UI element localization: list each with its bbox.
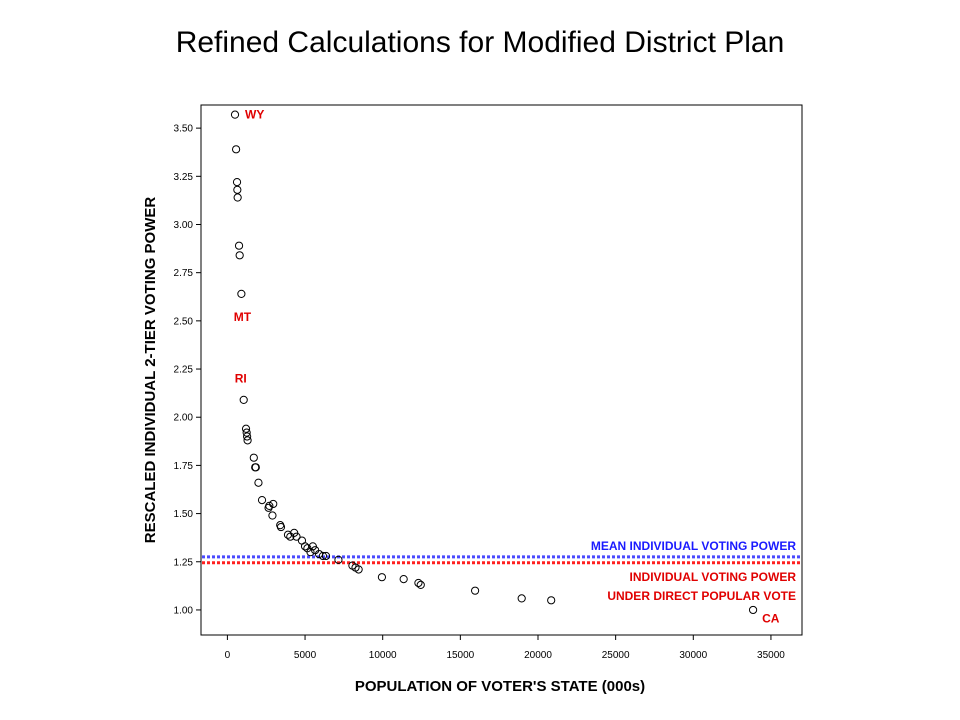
data-point — [470, 586, 480, 595]
y-tick-label: 3.50 — [174, 124, 194, 135]
data-point — [748, 605, 758, 615]
data-point — [232, 177, 242, 187]
x-tick-label: 5000 — [294, 650, 317, 661]
annotation-wy: WY — [245, 108, 264, 122]
y-tick-label: 1.25 — [174, 557, 194, 568]
x-tick-label: 15000 — [446, 650, 474, 661]
data-point — [251, 463, 260, 472]
x-tick-label: 25000 — [602, 650, 630, 661]
data-point — [239, 395, 248, 404]
data-point — [234, 241, 244, 250]
x-axis-ticks: 0 5000 10000 15000 20000 25000 30000 35000 — [225, 635, 785, 661]
direct-vote-label-line2: UNDER DIRECT POPULAR VOTE — [607, 589, 796, 603]
y-tick-label: 3.25 — [174, 172, 194, 183]
x-tick-label: 0 — [225, 650, 231, 661]
y-axis-title: RESCALED INDIVIDUAL 2-TIER VOTING POWER — [142, 197, 159, 544]
data-points — [230, 110, 758, 615]
data-point — [265, 501, 274, 510]
y-tick-label: 2.75 — [174, 268, 194, 279]
data-point — [416, 580, 425, 589]
data-point — [235, 251, 244, 260]
data-point — [283, 530, 293, 539]
data-point — [276, 522, 286, 532]
y-tick-label: 3.00 — [174, 220, 194, 231]
data-point — [233, 185, 242, 194]
direct-vote-label-line1: INDIVIDUAL VOTING POWER — [630, 570, 797, 584]
y-axis-ticks: 1.00 1.25 1.50 1.75 2.00 2.25 2.50 2.75 3.00 3.25… — [174, 124, 201, 616]
x-axis-title: POPULATION OF VOTER'S STATE (000s) — [355, 678, 645, 695]
x-tick-label: 30000 — [679, 650, 707, 661]
data-point — [354, 565, 363, 574]
data-point — [231, 145, 241, 154]
y-tick-label: 2.00 — [174, 413, 194, 424]
data-point — [399, 575, 408, 584]
data-point — [249, 453, 258, 462]
data-point — [243, 432, 252, 441]
data-point — [377, 573, 387, 582]
data-point — [517, 594, 526, 603]
data-point — [243, 436, 252, 445]
data-point — [233, 193, 242, 202]
x-tick-label: 20000 — [524, 650, 552, 661]
data-point — [241, 424, 251, 433]
data-point — [254, 478, 263, 487]
y-tick-label: 1.75 — [174, 461, 194, 472]
x-tick-label: 10000 — [369, 650, 397, 661]
y-tick-label: 1.00 — [174, 605, 194, 616]
data-point — [300, 542, 310, 551]
data-point — [306, 548, 315, 557]
annotation-mt: MT — [234, 310, 252, 324]
data-point — [414, 578, 423, 588]
data-point — [257, 495, 267, 505]
data-point — [237, 289, 246, 298]
data-point — [269, 499, 278, 509]
y-tick-label: 1.50 — [174, 509, 194, 520]
mean-power-label: MEAN INDIVIDUAL VOTING POWER — [591, 539, 796, 553]
data-point — [268, 511, 277, 520]
data-point — [321, 551, 331, 561]
slide-title: Refined Calculations for Modified Distri… — [175, 26, 785, 59]
annotation-ri: RI — [235, 372, 247, 386]
y-tick-label: 2.50 — [174, 316, 194, 327]
data-point — [334, 555, 343, 564]
data-point — [230, 110, 240, 119]
plot-frame — [200, 104, 803, 636]
data-point — [318, 551, 328, 561]
data-point — [242, 428, 251, 437]
annotation-ca: CA — [762, 612, 780, 626]
data-point — [292, 532, 301, 541]
data-point — [547, 596, 556, 605]
y-tick-label: 2.25 — [174, 365, 194, 376]
x-tick-label: 35000 — [757, 650, 785, 661]
